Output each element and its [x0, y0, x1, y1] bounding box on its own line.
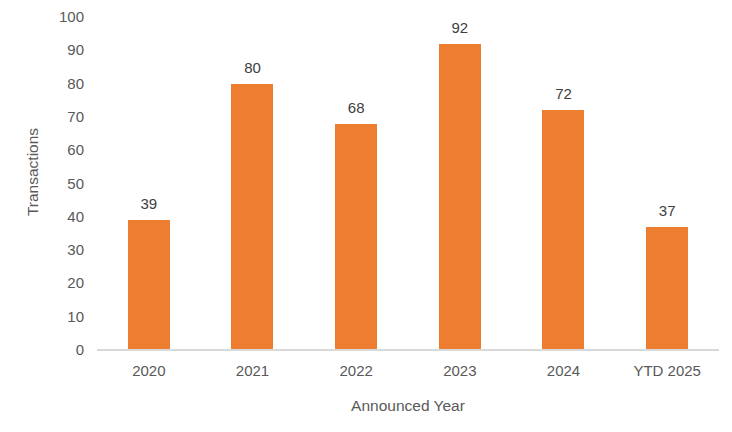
bar-value-label: 39 — [97, 195, 201, 213]
y-axis-tick-label: 90 — [14, 41, 84, 59]
y-axis-tick-label: 80 — [14, 75, 84, 93]
bar — [646, 227, 688, 350]
y-axis-tick-label: 70 — [14, 108, 84, 126]
bar-category-cell: 68 — [304, 17, 408, 350]
x-axis-tick-label: 2021 — [236, 362, 269, 380]
x-axis-tick-label: 2020 — [132, 362, 165, 380]
bar — [231, 84, 273, 350]
x-axis-tick-label: 2022 — [339, 362, 372, 380]
bar-category-cell: 37 — [615, 17, 719, 350]
y-axis-tick-label: 100 — [14, 8, 84, 26]
bar — [439, 44, 481, 350]
y-axis-tick-label: 0 — [14, 341, 84, 359]
bar-value-label: 37 — [615, 202, 719, 220]
bar-category-cell: 72 — [512, 17, 616, 350]
bar-category-cell: 92 — [408, 17, 512, 350]
bar-category-cell: 39 — [97, 17, 201, 350]
bar — [335, 124, 377, 350]
bar-category-cell: 80 — [201, 17, 305, 350]
bar-chart: Transactions 398068927237 Announced Year… — [0, 0, 732, 432]
x-axis-tick-label: 2024 — [547, 362, 580, 380]
y-axis-tick-label: 50 — [14, 175, 84, 193]
bar-value-label: 92 — [408, 19, 512, 37]
y-axis-tick-label: 30 — [14, 241, 84, 259]
bar — [128, 220, 170, 350]
y-axis-tick-label: 10 — [14, 308, 84, 326]
x-axis-tick-label: 2023 — [443, 362, 476, 380]
bar — [542, 110, 584, 350]
y-axis-tick-label: 60 — [14, 141, 84, 159]
plot-area: 39 80 68 92 72 37 — [97, 17, 719, 350]
bar-value-label: 80 — [201, 59, 305, 77]
bar-value-label: 68 — [304, 99, 408, 117]
bar-value-label: 72 — [512, 85, 616, 103]
x-axis-line — [97, 349, 719, 351]
y-axis-tick-label: 40 — [14, 208, 84, 226]
x-axis-title: Announced Year — [351, 397, 465, 415]
y-axis-tick-label: 20 — [14, 274, 84, 292]
x-axis-tick-label: YTD 2025 — [633, 362, 701, 380]
